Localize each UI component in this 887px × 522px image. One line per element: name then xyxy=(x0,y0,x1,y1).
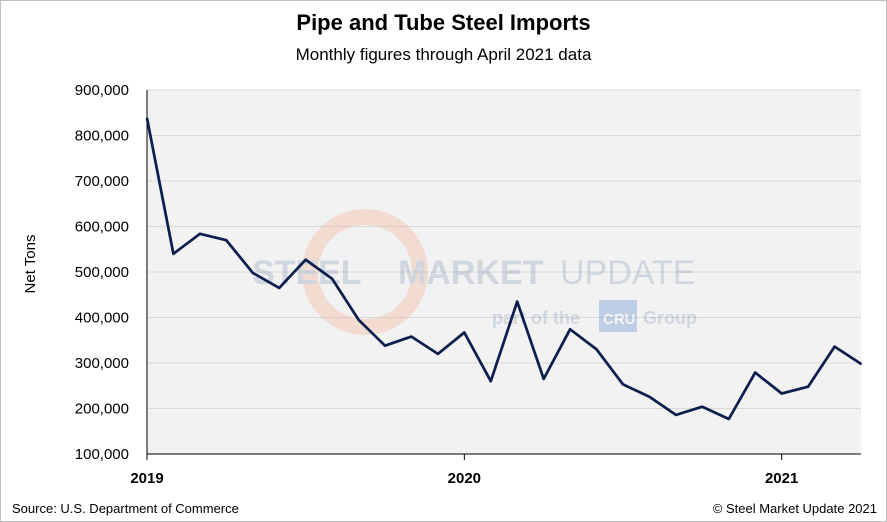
y-tick-label: 400,000 xyxy=(75,310,129,327)
watermark-cru-logo xyxy=(599,300,637,332)
data-point xyxy=(674,413,677,416)
watermark-part-of: part of the xyxy=(492,308,580,328)
data-point xyxy=(780,392,783,395)
series-group xyxy=(145,117,862,421)
y-tick-label: 900,000 xyxy=(75,82,129,99)
data-point xyxy=(516,300,519,303)
y-tick-label: 600,000 xyxy=(75,219,129,236)
data-point xyxy=(860,362,862,365)
data-point xyxy=(489,380,492,383)
data-point xyxy=(278,286,281,289)
data-point xyxy=(384,344,386,347)
data-point xyxy=(622,383,624,386)
data-point xyxy=(198,232,201,235)
data-point xyxy=(146,117,148,120)
x-tick-label: 2019 xyxy=(130,470,163,487)
y-tick-label: 200,000 xyxy=(75,401,129,418)
data-point xyxy=(172,252,175,255)
x-tick-label: 2020 xyxy=(448,470,481,487)
series-line xyxy=(145,117,862,421)
data-point xyxy=(833,345,836,348)
data-point xyxy=(701,405,704,408)
data-point xyxy=(304,258,307,261)
chart-subtitle: Monthly figures through April 2021 data xyxy=(295,45,592,64)
y-axis-ticks: 900,000 800,000 700,000 600,000 500,000 400,0… xyxy=(75,82,129,463)
data-point xyxy=(542,377,545,380)
watermark-update: UPDATE xyxy=(560,254,695,292)
y-tick-label: 100,000 xyxy=(75,446,129,463)
data-point xyxy=(595,348,598,351)
data-point xyxy=(410,335,413,338)
data-point xyxy=(331,277,334,280)
y-tick-label: 500,000 xyxy=(75,264,129,281)
y-tick-label: 700,000 xyxy=(75,173,129,190)
data-point xyxy=(251,271,254,274)
data-point xyxy=(463,331,466,334)
data-point xyxy=(436,352,439,355)
x-axis-ticks: 2019 2020 2021 xyxy=(130,454,798,487)
y-tick-label: 800,000 xyxy=(75,128,129,145)
x-tick-label: 2021 xyxy=(765,470,798,487)
watermark-market: MARKET xyxy=(398,254,544,292)
data-point xyxy=(807,385,810,388)
y-tick-label: 300,000 xyxy=(75,355,129,372)
data-point xyxy=(357,318,360,321)
watermark-cru-text: CRU xyxy=(603,311,636,328)
data-point xyxy=(225,239,228,242)
data-point xyxy=(648,395,651,398)
y-axis-title: Net Tons xyxy=(22,235,39,294)
data-point xyxy=(727,417,730,420)
copyright-note: © Steel Market Update 2021 xyxy=(712,501,877,516)
gridlines xyxy=(147,89,861,409)
data-point xyxy=(754,371,757,374)
watermark-group: Group xyxy=(643,308,697,328)
data-point xyxy=(569,328,572,331)
source-note: Source: U.S. Department of Commerce xyxy=(12,501,239,516)
chart-title: Pipe and Tube Steel Imports xyxy=(296,10,591,35)
